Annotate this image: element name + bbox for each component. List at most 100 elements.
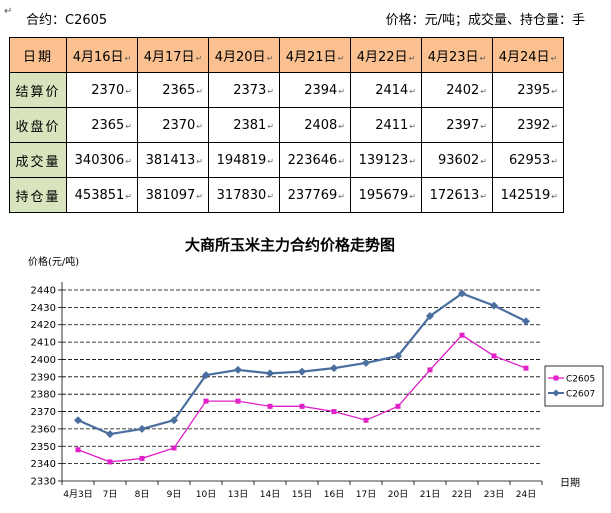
x-tick-label: 13日 bbox=[228, 489, 248, 500]
table-cell: 2365↵ bbox=[137, 72, 209, 108]
x-tick-label: 15日 bbox=[292, 489, 312, 500]
cell-value: 2392 bbox=[517, 117, 551, 133]
table-cell: 381413↵ bbox=[137, 142, 209, 178]
date-label: 4月22日 bbox=[356, 49, 408, 65]
paragraph-mark-icon: ↵ bbox=[551, 121, 558, 131]
cell-value: 93602 bbox=[437, 152, 480, 168]
paragraph-mark-icon: ↵ bbox=[196, 86, 203, 96]
x-tick-label: 22日 bbox=[452, 489, 472, 500]
x-tick-label: 9日 bbox=[167, 489, 182, 500]
y-tick-label: 2340 bbox=[31, 459, 56, 470]
data-point bbox=[299, 403, 305, 409]
paragraph-mark-icon: ↵ bbox=[267, 191, 274, 201]
paragraph-mark-icon: ↵ bbox=[479, 53, 487, 63]
data-point bbox=[75, 447, 81, 453]
paragraph-mark-icon: ↵ bbox=[266, 53, 274, 63]
x-tick-label: 4月3日 bbox=[63, 489, 92, 500]
paragraph-mark-icon: ↵ bbox=[267, 121, 274, 131]
y-tick-label: 2440 bbox=[31, 286, 56, 297]
units-label: 价格：元/吨；成交量、持仓量：手 bbox=[385, 13, 585, 28]
cell-value: 2370 bbox=[91, 82, 125, 98]
row-header-cell: 结算价 bbox=[9, 72, 67, 108]
date-header-cell: 4月24日↵ bbox=[492, 37, 564, 73]
table-cell: 2414↵ bbox=[350, 72, 422, 108]
x-tick-label: 7日 bbox=[103, 489, 118, 500]
paragraph-mark-icon: ↵ bbox=[125, 86, 132, 96]
header-line: ↵ 合约：C2605 价格：元/吨；成交量、持仓量：手 bbox=[0, 4, 611, 30]
date-label: 4月21日 bbox=[285, 49, 337, 65]
cell-value: 62953 bbox=[508, 152, 551, 168]
price-trend-chart: 大商所玉米主力合约价格走势图 价格(元/吨) 23302340235023602… bbox=[28, 236, 604, 500]
date-label: 4月20日 bbox=[214, 49, 266, 65]
date-header-cell: 4月17日↵ bbox=[137, 37, 209, 73]
paragraph-mark-icon: ↵ bbox=[196, 121, 203, 131]
table-corner-cell: 日期 bbox=[9, 37, 67, 73]
table-cell: 139123↵ bbox=[350, 142, 422, 178]
table-cell: 2392↵ bbox=[492, 107, 564, 143]
table-cell: 93602↵ bbox=[421, 142, 493, 178]
data-point bbox=[107, 459, 113, 465]
table-cell: 2395↵ bbox=[492, 72, 564, 108]
cell-value: 237769 bbox=[287, 187, 338, 203]
table-cell: 340306↵ bbox=[66, 142, 138, 178]
cell-value: 194819 bbox=[216, 152, 267, 168]
legend-label: C2607 bbox=[566, 390, 595, 400]
table-row: 持仓量 453851↵ 381097↵ 317830↵ 237769↵ 1956… bbox=[9, 177, 564, 213]
y-tick-label: 2330 bbox=[31, 477, 56, 488]
y-axis-label: 价格(元/吨) bbox=[28, 255, 79, 268]
legend-marker bbox=[553, 375, 559, 381]
data-point bbox=[138, 424, 146, 433]
data-point bbox=[458, 289, 466, 298]
paragraph-mark-icon: ↵ bbox=[125, 121, 132, 131]
data-point bbox=[234, 365, 242, 374]
series-lines bbox=[74, 289, 530, 465]
cell-value: 453851 bbox=[74, 187, 125, 203]
data-point bbox=[394, 351, 402, 360]
row-label: 持仓量 bbox=[15, 189, 61, 205]
paragraph-mark-icon: ↵ bbox=[480, 86, 487, 96]
y-tick-label: 2370 bbox=[31, 407, 56, 418]
paragraph-mark-icon: ↵ bbox=[267, 156, 274, 166]
legend-box bbox=[544, 365, 604, 407]
x-tick-label: 10日 bbox=[196, 489, 216, 500]
x-tick-label: 20日 bbox=[388, 489, 408, 500]
data-point bbox=[202, 371, 210, 380]
data-point bbox=[106, 430, 114, 439]
table-cell: 2397↵ bbox=[421, 107, 493, 143]
legend-label: C2605 bbox=[566, 375, 595, 385]
table-cell: 2408↵ bbox=[279, 107, 351, 143]
table-cell: 237769↵ bbox=[279, 177, 351, 213]
table-cell: 223646↵ bbox=[279, 142, 351, 178]
data-point bbox=[298, 367, 306, 376]
x-tick-label: 16日 bbox=[324, 489, 344, 500]
date-header-cell: 4月22日↵ bbox=[350, 37, 422, 73]
table-cell: 2365↵ bbox=[66, 107, 138, 143]
cell-value: 2408 bbox=[304, 117, 338, 133]
y-tick-label: 2350 bbox=[31, 442, 56, 453]
x-tick-label: 14日 bbox=[260, 489, 280, 500]
paragraph-mark-icon: ↵ bbox=[125, 156, 132, 166]
table-cell: 2373↵ bbox=[208, 72, 280, 108]
data-point bbox=[170, 416, 178, 425]
paragraph-mark-icon: ↵ bbox=[267, 86, 274, 96]
cell-value: 317830 bbox=[216, 187, 267, 203]
row-label: 成交量 bbox=[15, 154, 61, 170]
data-point bbox=[330, 364, 338, 373]
cell-value: 381097 bbox=[145, 187, 196, 203]
cell-value: 2381 bbox=[233, 117, 267, 133]
cell-value: 223646 bbox=[287, 152, 338, 168]
cell-value: 381413 bbox=[145, 152, 196, 168]
x-tick-label: 21日 bbox=[420, 489, 440, 500]
y-tick-label: 2380 bbox=[31, 390, 56, 401]
table-cell: 172613↵ bbox=[421, 177, 493, 213]
axes bbox=[58, 282, 543, 485]
row-header-cell: 成交量 bbox=[9, 142, 67, 178]
data-point bbox=[522, 317, 530, 326]
paragraph-mark-icon: ↵ bbox=[409, 156, 416, 166]
table-cell: 453851↵ bbox=[66, 177, 138, 213]
x-tick-labels: 4月3日 7日 8日 9日 10日 13日 14日 15日 16日 17日 20日 21日 22日 23日… bbox=[63, 489, 536, 500]
cell-value: 2394 bbox=[304, 82, 338, 98]
price-table: 日期 4月16日↵ 4月17日↵ 4月20日↵ 4月21日↵ 4月22日↵ 4月… bbox=[9, 37, 564, 213]
data-point bbox=[362, 358, 370, 367]
table-header-row: 日期 4月16日↵ 4月17日↵ 4月20日↵ 4月21日↵ 4月22日↵ 4月… bbox=[9, 37, 564, 73]
